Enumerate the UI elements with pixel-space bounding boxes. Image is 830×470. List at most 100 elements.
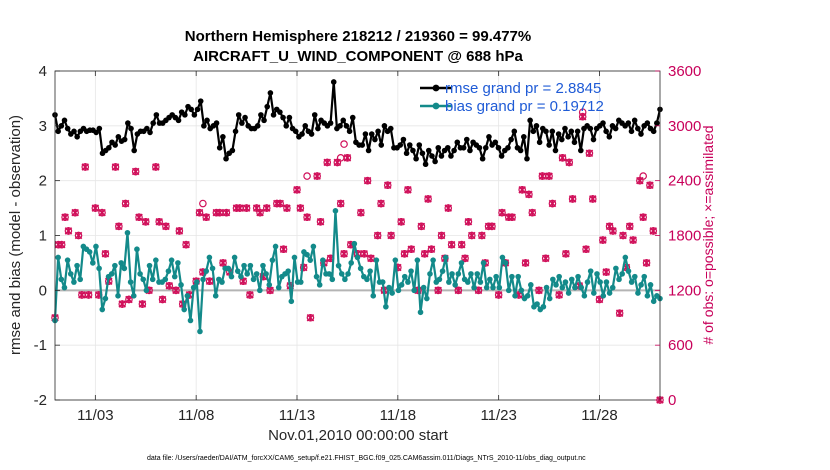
obs-assimilated-marker [397, 217, 405, 226]
bias-point [93, 243, 99, 250]
bias-point [357, 265, 364, 272]
rmse-point [128, 125, 134, 132]
obs-assimilated-marker [427, 245, 436, 254]
bias-point [553, 282, 559, 288]
obs-assimilated-marker [360, 249, 368, 258]
bias-point [168, 257, 175, 263]
obs-assimilated-marker [293, 186, 301, 194]
rmse-point [403, 150, 410, 157]
bias-point [364, 276, 370, 283]
rmse-point [638, 131, 644, 137]
obs-assimilated-marker [205, 277, 214, 285]
bias-point [625, 268, 632, 274]
rmse-point [315, 125, 321, 132]
bias-point [190, 284, 197, 291]
bias-point [367, 268, 373, 274]
bias-point [442, 254, 449, 261]
rmse-point [578, 147, 584, 154]
obs-assimilated-marker [138, 300, 147, 308]
rmse-point [340, 117, 347, 124]
bias-point [452, 282, 458, 288]
rmse-point [201, 123, 207, 129]
bias-point [572, 284, 578, 291]
bias-point [351, 240, 358, 247]
rmse-point [492, 139, 499, 146]
bias-point [628, 279, 635, 285]
rmse-point [235, 112, 242, 118]
legend: rmse grand pr = 2.8845 bias grand pr = 0… [420, 80, 604, 115]
bias-point [335, 262, 342, 269]
obs-possible-marker [336, 154, 345, 162]
obs-assimilated-marker [555, 291, 563, 299]
rmse-point [147, 129, 153, 136]
obs-assimilated-marker [363, 176, 372, 185]
obs-assimilated-marker [98, 208, 106, 217]
y-right-tick-label: 3000 [668, 118, 701, 135]
rmse-point [612, 125, 619, 132]
x-axis-ticks: 11/03 11/08 11/13 11/18 11/23 11/28 [77, 71, 618, 424]
rmse-point [625, 120, 632, 126]
rmse-point [131, 147, 137, 154]
obs-assimilated-marker [131, 167, 140, 176]
rmse-point [349, 114, 356, 121]
bias-point [257, 287, 263, 294]
bias-point [575, 273, 581, 280]
obs-assimilated-marker [84, 291, 93, 299]
bias-point [449, 271, 455, 277]
rmse-point [536, 139, 543, 146]
bias-point [490, 284, 496, 291]
bias-point [121, 265, 128, 272]
bias-point [140, 276, 147, 283]
bias-point [55, 254, 61, 261]
bias-point [118, 260, 124, 266]
rmse-point [55, 128, 61, 135]
obs-assimilated-marker [434, 286, 442, 295]
bias-point [345, 271, 351, 277]
bias-point [209, 265, 216, 272]
obs-assimilated-marker [468, 231, 476, 240]
bias-point [297, 279, 304, 285]
obs-assimilated-marker [316, 217, 325, 226]
bias-point [401, 273, 408, 280]
bias-point [99, 306, 106, 313]
obs-assimilated-marker [528, 208, 537, 217]
obs-assimilated-marker [585, 149, 594, 158]
rmse-point [416, 142, 423, 148]
rmse-point [460, 144, 467, 151]
obs-assimilated-marker [262, 204, 271, 212]
legend-rmse-label: rmse grand pr = 2.8845 [445, 80, 601, 97]
obs-assimilated-marker [175, 227, 184, 235]
bias-point [622, 254, 629, 261]
rmse-point [448, 153, 454, 159]
rmse-point [381, 123, 388, 129]
obs-assimilated-marker [417, 222, 426, 231]
obs-assimilated-marker [135, 213, 143, 222]
y-tick-label: 4 [39, 63, 47, 80]
rmse-point [299, 131, 305, 137]
chart-subtitle: AIRCRAFT_U_WIND_COMPONENT @ 688 hPa [193, 48, 523, 65]
bias-point [389, 290, 395, 296]
obs-assimilated-marker [306, 313, 315, 322]
obs-assimilated-marker [195, 208, 204, 217]
bias-point [493, 273, 499, 280]
obs-assimilated-marker [400, 249, 409, 258]
bias-point [383, 303, 389, 310]
bias-point [379, 279, 386, 285]
bias-point [187, 317, 194, 324]
obs-assimilated-marker [457, 240, 466, 249]
rmse-point [603, 128, 609, 135]
obs-assimilated-marker [461, 254, 469, 263]
rmse-point [555, 131, 562, 137]
rmse-point [435, 144, 442, 151]
x-tick-label: 11/03 [77, 407, 113, 424]
obs-assimilated-marker [639, 213, 647, 222]
bias-point [162, 276, 169, 283]
rmse-point [175, 117, 182, 124]
bias-point [502, 260, 509, 266]
bias-point [600, 293, 607, 299]
obs-assimilated-marker [61, 213, 69, 222]
bias-point [650, 298, 657, 305]
bias-point [313, 273, 320, 280]
rmse-point [277, 109, 283, 115]
rmse-point [239, 120, 245, 126]
